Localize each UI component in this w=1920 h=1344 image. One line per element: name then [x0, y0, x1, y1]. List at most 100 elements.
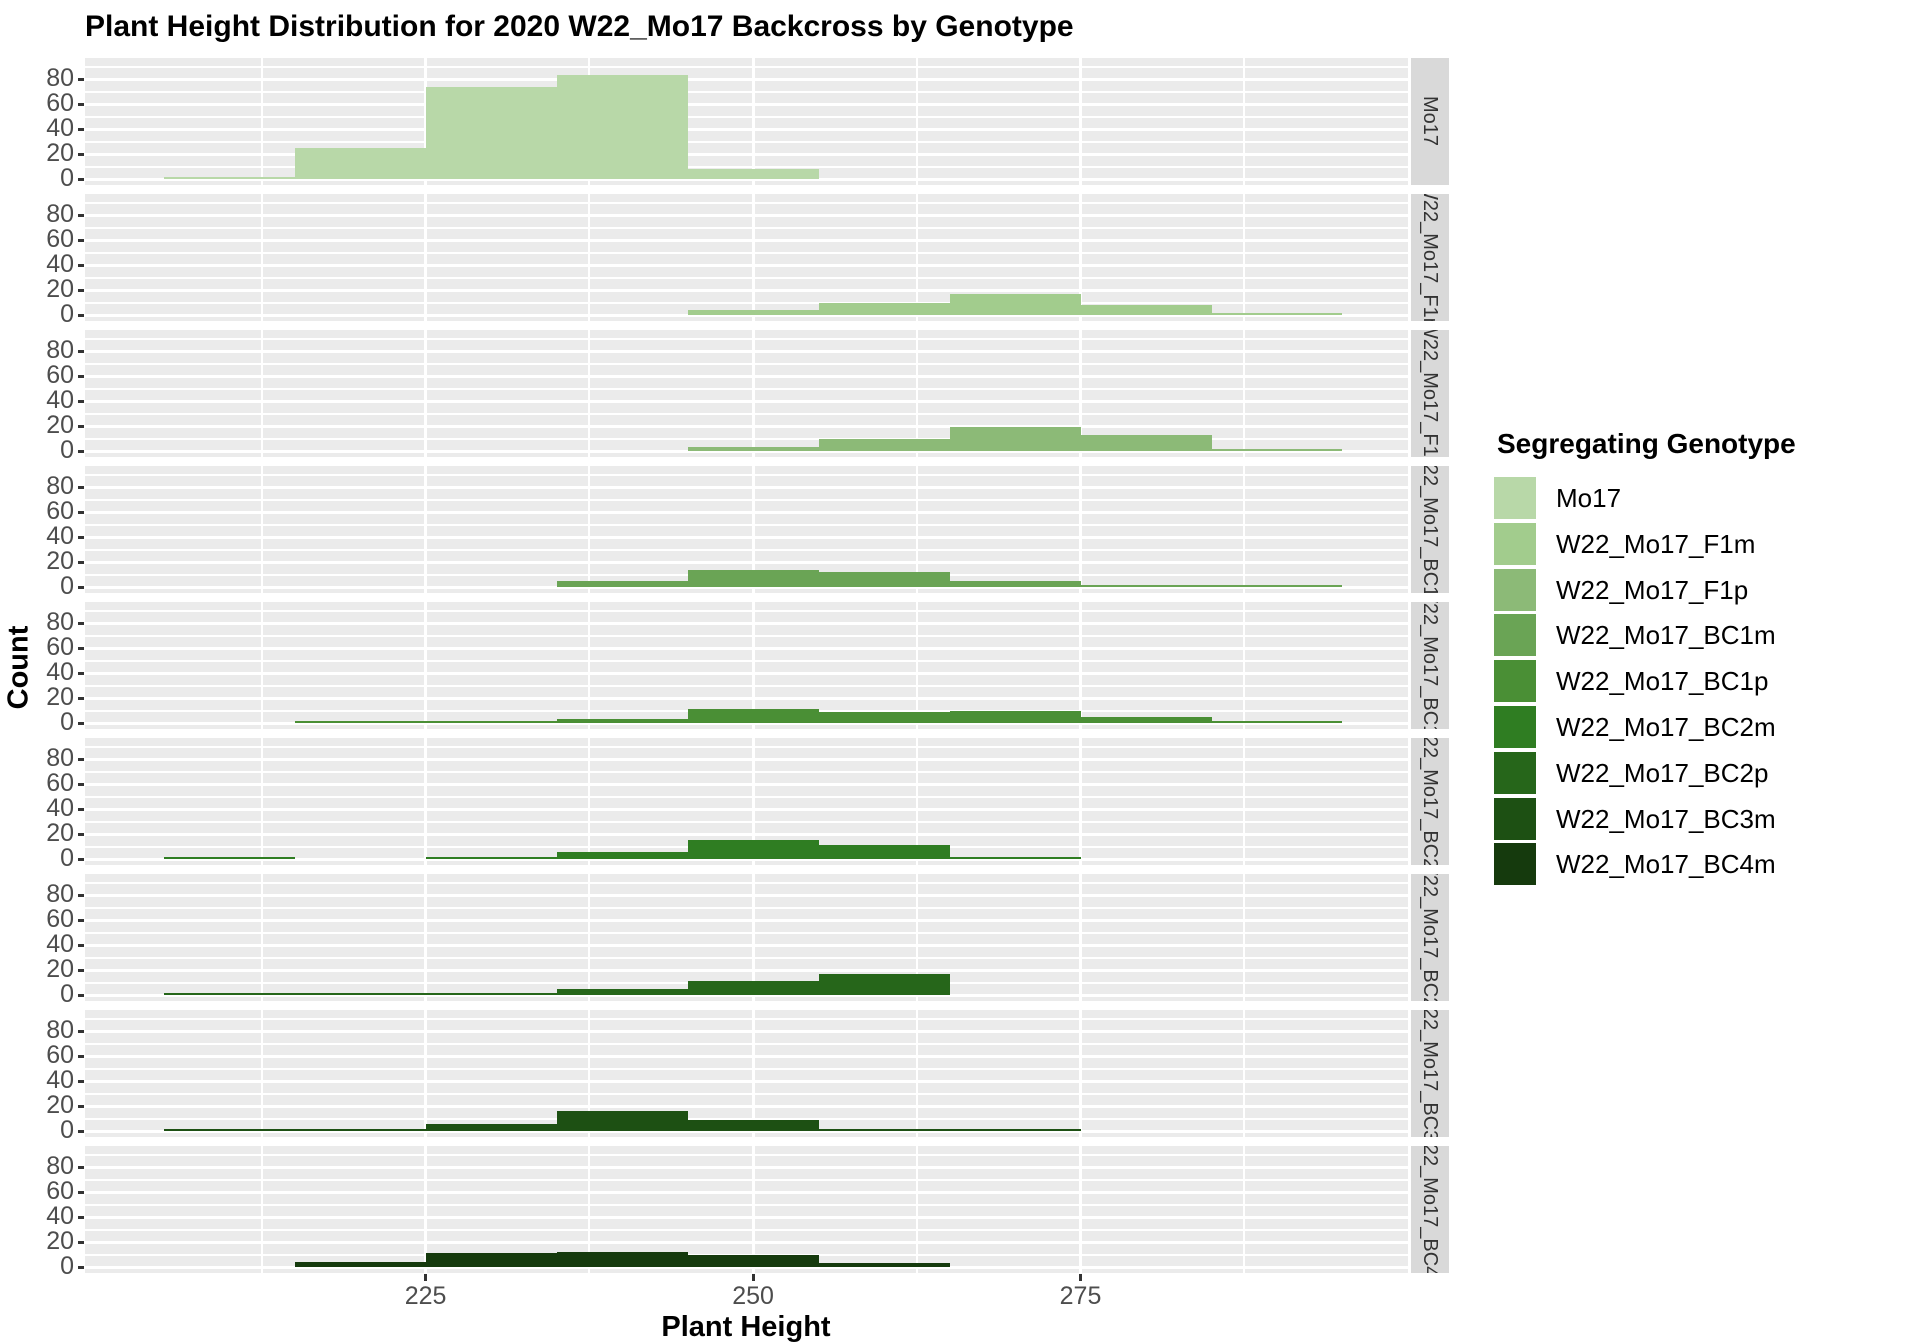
gridline-major [85, 450, 1408, 453]
facet-strip: W22_Mo17_F1p [1411, 330, 1449, 457]
y-tick-mark [78, 313, 84, 317]
y-tick-label: 80 [46, 1015, 74, 1044]
legend-swatch [1494, 568, 1536, 611]
y-tick-mark [78, 893, 84, 897]
y-tick-label: 0 [60, 163, 74, 192]
y-tick-mark [78, 1265, 84, 1269]
histogram-bar [425, 721, 557, 723]
histogram-bar [818, 1263, 950, 1267]
histogram-bar [949, 710, 1081, 723]
gridline-minor [85, 226, 1408, 229]
gridline-minor [85, 1178, 1408, 1181]
gridline-minor [85, 956, 1408, 959]
gridline-major [85, 758, 1408, 761]
gridline-major [424, 602, 428, 729]
gridline-major [1079, 602, 1083, 729]
y-tick-label: 60 [46, 1040, 74, 1069]
gridline-major [85, 1105, 1408, 1108]
legend-item-label: W22_Mo17_BC2p [1556, 757, 1769, 788]
y-tick-label: 0 [60, 435, 74, 464]
gridline-major [85, 214, 1408, 217]
x-axis-title: Plant Height [661, 1311, 831, 1343]
histogram-bar [687, 981, 819, 995]
y-tick-label: 80 [46, 199, 74, 228]
legend-swatch [1494, 614, 1536, 657]
legend-swatch [1494, 522, 1536, 565]
y-tick-mark [78, 1029, 84, 1033]
gridline-minor [85, 931, 1408, 934]
y-tick-label: 60 [46, 768, 74, 797]
gridline-major [424, 194, 428, 321]
y-tick-mark [78, 832, 84, 836]
y-tick-mark [78, 918, 84, 922]
facet-panel [85, 874, 1408, 1001]
histogram-bar [687, 447, 819, 451]
gridline-major [1079, 1146, 1083, 1273]
y-tick-label: 0 [60, 1115, 74, 1144]
y-tick-label: 40 [46, 249, 74, 278]
y-tick-mark [78, 424, 84, 428]
gridline-major [1079, 194, 1083, 321]
gridline-minor [260, 738, 263, 865]
gridline-major [424, 330, 428, 457]
gridline-minor [260, 466, 263, 593]
gridline-minor [588, 1146, 591, 1273]
y-tick-label: 20 [46, 546, 74, 575]
histogram-bar [1080, 305, 1212, 315]
gridline-minor [260, 194, 263, 321]
gridline-major [751, 874, 755, 1001]
gridline-major [85, 783, 1408, 786]
gridline-minor [85, 115, 1408, 118]
gridline-major [85, 350, 1408, 353]
gridline-minor [85, 795, 1408, 798]
facet-panel [85, 194, 1408, 321]
y-tick-label: 60 [46, 224, 74, 253]
gridline-minor [915, 58, 918, 185]
histogram-bar [687, 310, 819, 315]
gridline-minor [588, 738, 591, 865]
gridline-major [751, 194, 755, 321]
facet-strip-label: W22_Mo17_BC2m [1419, 738, 1441, 865]
y-tick-mark [78, 349, 84, 353]
gridline-major [85, 1191, 1408, 1194]
facet-panel [85, 602, 1408, 729]
y-tick-label: 40 [46, 929, 74, 958]
y-tick-mark [78, 1215, 84, 1219]
y-tick-mark [78, 757, 84, 761]
x-tick-mark [751, 1274, 755, 1281]
gridline-minor [1243, 738, 1246, 865]
gridline-major [751, 1010, 755, 1137]
gridline-major [85, 697, 1408, 700]
gridline-major [85, 239, 1408, 242]
histogram-bar [1211, 448, 1343, 451]
gridline-minor [85, 1092, 1408, 1095]
facet-strip: W22_Mo17_BC2p [1411, 874, 1449, 1001]
chart-title: Plant Height Distribution for 2020 W22_M… [85, 10, 1074, 43]
facet-strip: W22_Mo17_BC1p [1411, 602, 1449, 729]
facet-strip: W22_Mo17_F1m [1411, 194, 1449, 321]
gridline-minor [1243, 58, 1246, 185]
gridline-minor [85, 1228, 1408, 1231]
gridline-minor [1243, 194, 1246, 321]
y-tick-mark [78, 510, 84, 514]
legend-item-label: W22_Mo17_BC1m [1556, 620, 1776, 651]
gridline-major [85, 586, 1408, 589]
gridline-major [85, 400, 1408, 403]
gridline-minor [85, 906, 1408, 909]
gridline-minor [85, 473, 1408, 476]
gridline-major [85, 808, 1408, 811]
gridline-major [85, 103, 1408, 106]
histogram-bar [687, 569, 819, 587]
facet-strip-label: W22_Mo17_BC1m [1419, 466, 1441, 593]
gridline-minor [915, 602, 918, 729]
facet-strip-label: W22_Mo17_F1m [1419, 194, 1441, 321]
y-tick-mark [78, 485, 84, 489]
histogram-bar [425, 86, 557, 179]
legend-swatch [1494, 797, 1536, 840]
gridline-minor [260, 58, 263, 185]
y-tick-label: 20 [46, 138, 74, 167]
gridline-major [85, 858, 1408, 861]
gridline-minor [85, 1117, 1408, 1120]
gridline-major [85, 314, 1408, 317]
